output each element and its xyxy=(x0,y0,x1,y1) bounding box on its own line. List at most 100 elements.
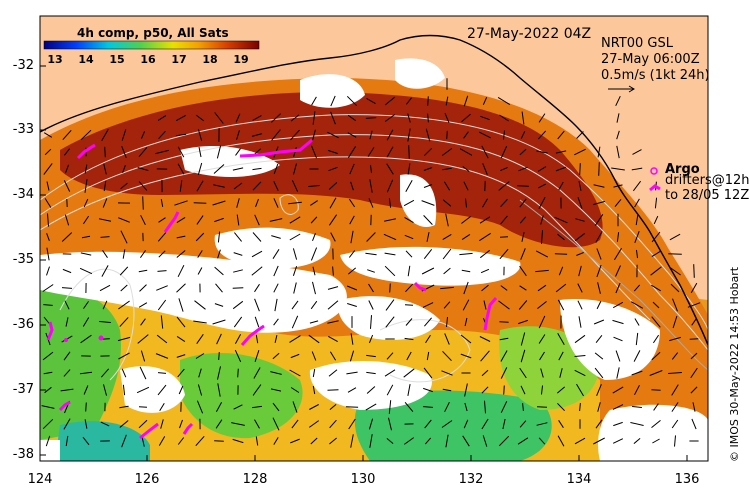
current-vector xyxy=(502,418,506,430)
current-vector xyxy=(119,405,129,409)
current-vector xyxy=(312,233,316,241)
current-vector xyxy=(327,149,339,155)
current-vector xyxy=(669,266,681,276)
current-vector xyxy=(274,334,278,344)
current-vector xyxy=(176,216,186,224)
current-vector xyxy=(616,145,620,159)
colorbar-tick: 17 xyxy=(171,53,187,66)
current-vector xyxy=(61,232,73,242)
current-vector xyxy=(407,384,411,396)
current-vector xyxy=(270,388,282,392)
current-vector xyxy=(291,180,299,192)
current-vector xyxy=(574,148,586,156)
current-vector xyxy=(272,417,280,431)
current-vector xyxy=(84,419,88,429)
current-vector xyxy=(255,436,259,446)
current-vector xyxy=(633,180,641,192)
current-vector xyxy=(174,200,188,206)
current-vector xyxy=(555,166,567,172)
current-vector xyxy=(98,218,112,222)
current-vector xyxy=(500,350,508,362)
current-vector xyxy=(557,333,565,345)
current-vector xyxy=(252,181,262,191)
current-vector xyxy=(196,180,204,192)
current-vector xyxy=(329,437,337,445)
current-vector xyxy=(43,132,53,138)
current-vector xyxy=(557,299,565,311)
current-vector xyxy=(178,385,184,395)
current-vector xyxy=(103,384,107,396)
current-vector xyxy=(272,352,280,360)
current-vector xyxy=(616,130,620,140)
current-vector xyxy=(594,367,604,379)
current-vector xyxy=(119,317,129,327)
current-vector xyxy=(593,437,605,445)
current-vector xyxy=(386,179,394,193)
current-vector xyxy=(160,199,164,207)
current-vector xyxy=(518,319,528,325)
current-vector xyxy=(179,180,183,192)
current-vector xyxy=(273,437,279,445)
current-vector xyxy=(138,181,148,191)
current-vector xyxy=(672,315,678,329)
current-vector xyxy=(634,231,640,243)
current-vector xyxy=(424,437,432,445)
current-vector xyxy=(519,148,527,156)
current-vector xyxy=(233,182,243,190)
current-vector xyxy=(289,335,301,343)
current-vector xyxy=(348,418,356,430)
current-vector xyxy=(120,230,128,244)
current-vector xyxy=(255,334,259,344)
current-vector xyxy=(481,145,489,159)
current-vector xyxy=(385,299,395,311)
current-vector xyxy=(65,317,69,327)
current-vector xyxy=(446,316,448,328)
current-vector xyxy=(522,402,524,412)
current-vector xyxy=(517,437,529,445)
current-vector xyxy=(503,385,505,395)
current-vector xyxy=(593,319,605,325)
current-vector xyxy=(100,236,110,238)
current-vector xyxy=(651,250,661,258)
current-vector xyxy=(63,180,71,192)
current-vector xyxy=(651,316,661,328)
current-vector xyxy=(537,301,547,309)
current-vector xyxy=(535,269,549,273)
current-vector xyxy=(346,371,358,375)
current-vector xyxy=(155,149,169,155)
current-vector xyxy=(102,250,108,258)
current-vector xyxy=(236,198,240,208)
current-vector xyxy=(575,218,585,222)
current-vector xyxy=(442,167,452,171)
current-vector xyxy=(347,132,357,138)
colorbar-gradient xyxy=(43,40,260,50)
current-vector xyxy=(216,145,222,159)
current-vector xyxy=(157,384,167,396)
current-vector xyxy=(482,163,488,175)
current-vector xyxy=(386,352,394,360)
colorbar-tick: 14 xyxy=(78,53,94,66)
current-vector xyxy=(649,370,663,376)
current-vector xyxy=(540,215,544,225)
current-vector xyxy=(366,386,376,394)
current-vector xyxy=(293,163,297,175)
current-vector xyxy=(328,182,338,190)
current-vector xyxy=(232,438,244,444)
current-vector xyxy=(613,247,623,261)
current-vector xyxy=(423,184,433,188)
current-vector xyxy=(175,133,187,137)
current-vector xyxy=(368,283,374,293)
current-vector xyxy=(215,283,223,293)
colorbar-tick: 16 xyxy=(140,53,156,66)
current-vector xyxy=(140,350,146,362)
current-vector xyxy=(237,368,239,378)
coastline xyxy=(40,34,708,346)
current-vector xyxy=(498,435,510,447)
current-vector xyxy=(388,417,392,431)
current-vector xyxy=(670,283,680,293)
current-vector xyxy=(441,370,453,376)
current-vector xyxy=(289,233,301,241)
current-vector xyxy=(463,131,469,139)
current-vector xyxy=(310,300,318,310)
y-tick-label: -34 xyxy=(12,187,34,202)
